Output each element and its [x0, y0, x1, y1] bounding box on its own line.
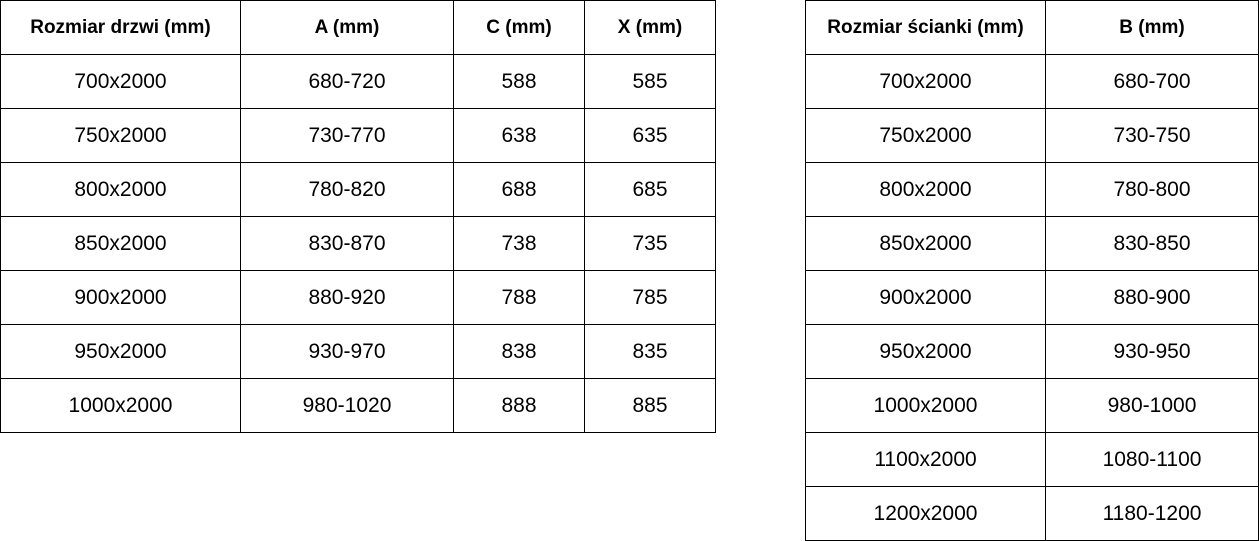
- table-cell: 838: [453, 324, 585, 379]
- table-row: 1000x2000 980-1020 888 885: [0, 378, 716, 433]
- table-cell: 800x2000: [805, 162, 1046, 217]
- table-row: 850x2000 830-870 738 735: [0, 216, 716, 271]
- table-row: 950x2000 930-950: [805, 324, 1259, 379]
- table-cell: 930-970: [240, 324, 454, 379]
- column-header: Rozmiar drzwi (mm): [0, 0, 241, 55]
- table-row: 1000x2000 980-1000: [805, 378, 1259, 433]
- table-cell: 930-950: [1045, 324, 1259, 379]
- table-cell: 830-850: [1045, 216, 1259, 271]
- table-row: 900x2000 880-920 788 785: [0, 270, 716, 325]
- table-cell: 950x2000: [805, 324, 1046, 379]
- table-cell: 900x2000: [0, 270, 241, 325]
- table-cell: 1100x2000: [805, 432, 1046, 487]
- table-cell: 685: [584, 162, 716, 217]
- table-cell: 980-1000: [1045, 378, 1259, 433]
- table-cell: 880-900: [1045, 270, 1259, 325]
- table-cell: 735: [584, 216, 716, 271]
- column-header: Rozmiar ścianki (mm): [805, 0, 1046, 55]
- table-cell: 750x2000: [805, 108, 1046, 163]
- table-cell: 900x2000: [805, 270, 1046, 325]
- table-row: 850x2000 830-850: [805, 216, 1259, 271]
- table-row: 1200x2000 1180-1200: [805, 486, 1259, 541]
- table-cell: 850x2000: [0, 216, 241, 271]
- table-cell: 788: [453, 270, 585, 325]
- column-header: C (mm): [453, 0, 585, 55]
- table-row: 700x2000 680-700: [805, 54, 1259, 109]
- table-row: 800x2000 780-820 688 685: [0, 162, 716, 217]
- column-header: A (mm): [240, 0, 454, 55]
- table-cell: 588: [453, 54, 585, 109]
- table-cell: 1080-1100: [1045, 432, 1259, 487]
- table-cell: 888: [453, 378, 585, 433]
- table-cell: 785: [584, 270, 716, 325]
- table-cell: 1000x2000: [805, 378, 1046, 433]
- table-cell: 688: [453, 162, 585, 217]
- table-row: 800x2000 780-800: [805, 162, 1259, 217]
- table-cell: 635: [584, 108, 716, 163]
- table-cell: 700x2000: [805, 54, 1046, 109]
- table-row: 950x2000 930-970 838 835: [0, 324, 716, 379]
- table-cell: 885: [584, 378, 716, 433]
- table-cell: 585: [584, 54, 716, 109]
- door-size-table: Rozmiar drzwi (mm) A (mm) C (mm) X (mm) 700…: [0, 0, 716, 433]
- table-row: 750x2000 730-770 638 635: [0, 108, 716, 163]
- table-cell: 730-750: [1045, 108, 1259, 163]
- table-cell: 780-820: [240, 162, 454, 217]
- table-row: 1100x2000 1080-1100: [805, 432, 1259, 487]
- table-cell: 880-920: [240, 270, 454, 325]
- header-row: Rozmiar drzwi (mm) A (mm) C (mm) X (mm): [0, 0, 716, 55]
- table-cell: 800x2000: [0, 162, 241, 217]
- table-cell: 1000x2000: [0, 378, 241, 433]
- table-cell: 1200x2000: [805, 486, 1046, 541]
- column-header: X (mm): [584, 0, 716, 55]
- table-cell: 980-1020: [240, 378, 454, 433]
- table-cell: 750x2000: [0, 108, 241, 163]
- wall-size-table: Rozmiar ścianki (mm) B (mm) 700x2000 680-7…: [805, 0, 1259, 541]
- table-cell: 1180-1200: [1045, 486, 1259, 541]
- table-cell: 835: [584, 324, 716, 379]
- table-row: 750x2000 730-750: [805, 108, 1259, 163]
- table-cell: 738: [453, 216, 585, 271]
- table-row: 700x2000 680-720 588 585: [0, 54, 716, 109]
- table-row: 900x2000 880-900: [805, 270, 1259, 325]
- header-row: Rozmiar ścianki (mm) B (mm): [805, 0, 1259, 55]
- table-cell: 680-700: [1045, 54, 1259, 109]
- column-header: B (mm): [1045, 0, 1259, 55]
- table-cell: 730-770: [240, 108, 454, 163]
- table-cell: 950x2000: [0, 324, 241, 379]
- table-cell: 680-720: [240, 54, 454, 109]
- table-cell: 638: [453, 108, 585, 163]
- table-cell: 830-870: [240, 216, 454, 271]
- table-cell: 700x2000: [0, 54, 241, 109]
- table-cell: 850x2000: [805, 216, 1046, 271]
- table-cell: 780-800: [1045, 162, 1259, 217]
